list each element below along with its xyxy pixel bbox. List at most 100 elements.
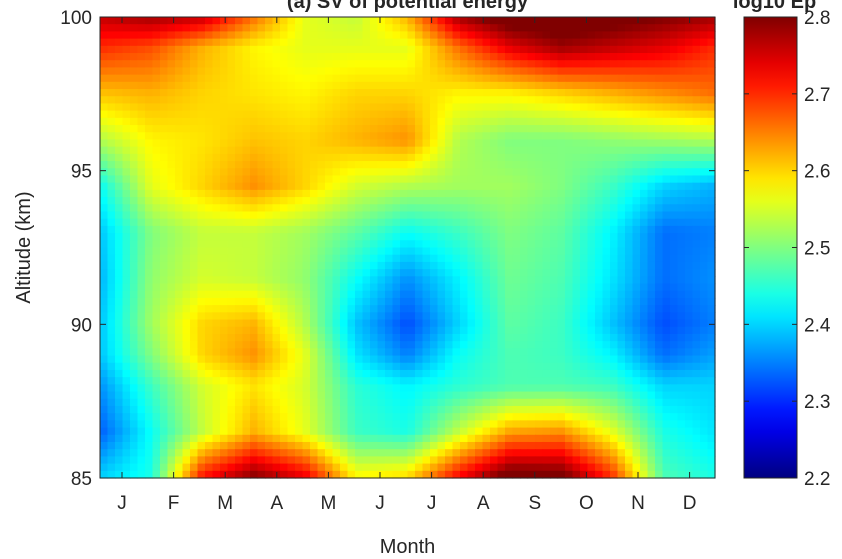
heatmap-cell <box>347 168 356 177</box>
heatmap-cell <box>400 60 409 69</box>
heatmap-cell <box>430 405 439 414</box>
heatmap-cell <box>130 297 139 306</box>
heatmap-cell <box>190 420 199 429</box>
heatmap-cell <box>407 434 416 443</box>
heatmap-cell <box>332 384 341 393</box>
heatmap-cell <box>482 96 491 105</box>
heatmap-cell <box>250 67 259 76</box>
heatmap-cell <box>677 405 686 414</box>
heatmap-cell <box>527 369 536 378</box>
heatmap-cell <box>422 420 431 429</box>
heatmap-cell <box>640 17 649 25</box>
heatmap-cell <box>130 38 139 47</box>
heatmap-cell <box>167 283 176 292</box>
heatmap-cell <box>182 413 191 421</box>
heatmap-cell <box>415 225 424 234</box>
heatmap-cell <box>362 38 371 47</box>
heatmap-cell <box>145 261 154 270</box>
heatmap-cell <box>550 398 559 407</box>
heatmap-cell <box>377 413 386 421</box>
heatmap-cell <box>430 449 439 457</box>
heatmap-cell <box>235 297 244 306</box>
heatmap-cell <box>587 247 596 256</box>
heatmap-cell <box>182 24 191 32</box>
heatmap-cell <box>287 60 296 69</box>
heatmap-cell <box>557 96 566 105</box>
heatmap-cell <box>107 153 116 162</box>
heatmap-cell <box>685 254 694 263</box>
heatmap-cell <box>145 67 154 76</box>
heatmap-cell <box>317 60 326 69</box>
heatmap-cell <box>160 348 169 357</box>
heatmap-cell <box>677 434 686 443</box>
heatmap-cell <box>332 319 341 328</box>
heatmap-cell <box>512 125 521 133</box>
heatmap-cell <box>625 233 634 241</box>
heatmap-cell <box>235 362 244 371</box>
heatmap-cell <box>640 125 649 133</box>
heatmap-cell <box>122 391 131 400</box>
heatmap-cell <box>505 45 514 54</box>
heatmap-cell <box>280 45 289 54</box>
heatmap-cell <box>490 290 499 299</box>
heatmap-cell <box>167 240 176 249</box>
heatmap-cell <box>317 110 326 119</box>
heatmap-cell <box>182 132 191 141</box>
heatmap-cell <box>137 53 146 61</box>
heatmap-cell <box>572 67 581 76</box>
heatmap-cell <box>482 197 491 205</box>
heatmap-cell <box>610 312 619 321</box>
heatmap-cell <box>490 96 499 105</box>
heatmap-cell <box>257 269 266 277</box>
heatmap-cell <box>647 233 656 241</box>
heatmap-cell <box>287 398 296 407</box>
heatmap-cell <box>332 333 341 342</box>
heatmap-cell <box>610 240 619 249</box>
heatmap-cell <box>197 405 206 414</box>
heatmap-cell <box>220 132 229 141</box>
heatmap-cell <box>370 168 379 177</box>
heatmap-cell <box>692 233 701 241</box>
heatmap-cell <box>550 405 559 414</box>
heatmap-cell <box>437 233 446 241</box>
heatmap-cell <box>422 319 431 328</box>
heatmap-cell <box>287 31 296 40</box>
heatmap-cell <box>235 413 244 421</box>
heatmap-cell <box>385 290 394 299</box>
heatmap-cell <box>497 283 506 292</box>
heatmap-cell <box>355 377 364 385</box>
heatmap-cell <box>655 218 664 227</box>
heatmap-cell <box>160 369 169 378</box>
heatmap-cell <box>235 341 244 349</box>
heatmap-cell <box>302 269 311 277</box>
heatmap-cell <box>130 233 139 241</box>
heatmap-cell <box>527 96 536 105</box>
heatmap-cell <box>242 405 251 414</box>
heatmap-cell <box>602 326 611 335</box>
heatmap-cell <box>625 247 634 256</box>
heatmap-cell <box>700 60 709 69</box>
heatmap-cell <box>415 218 424 227</box>
heatmap-cell <box>392 139 401 148</box>
heatmap-cell <box>670 319 679 328</box>
heatmap-cell <box>505 441 514 450</box>
heatmap-cell <box>392 38 401 47</box>
heatmap-cell <box>647 225 656 234</box>
heatmap-cell <box>602 312 611 321</box>
heatmap-cell <box>377 161 386 169</box>
heatmap-cell <box>122 384 131 393</box>
heatmap-cell <box>535 269 544 277</box>
heatmap-cell <box>557 398 566 407</box>
heatmap-cell <box>632 103 641 112</box>
heatmap-cell <box>347 53 356 61</box>
heatmap-cell <box>160 132 169 141</box>
heatmap-cell <box>452 211 461 220</box>
heatmap-cell <box>445 312 454 321</box>
heatmap-cell <box>167 348 176 357</box>
heatmap-cell <box>542 348 551 357</box>
heatmap-cell <box>235 333 244 342</box>
heatmap-cell <box>625 204 634 213</box>
heatmap-cell <box>355 348 364 357</box>
heatmap-cell <box>512 45 521 54</box>
heatmap-cell <box>602 362 611 371</box>
